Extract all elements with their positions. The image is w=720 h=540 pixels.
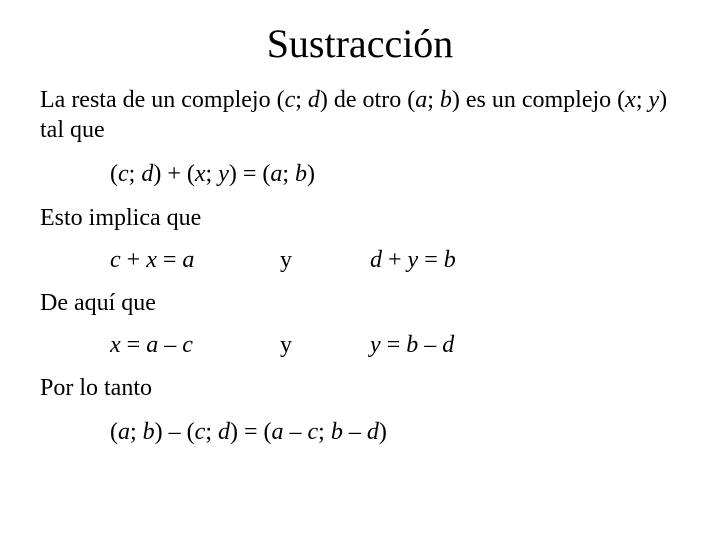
equation-row-1: c + x = a y d + y = b bbox=[40, 247, 680, 274]
eq-row1-left: c + x = a bbox=[110, 247, 280, 274]
intro-text: La resta de un complejo (c; d) de otro (… bbox=[40, 85, 680, 145]
eq-row2-connector: y bbox=[280, 332, 370, 359]
eq-row2-right: y = b – d bbox=[370, 332, 454, 359]
implies-text: Esto implica que bbox=[40, 203, 680, 233]
equation-row-2: x = a – c y y = b – d bbox=[40, 332, 680, 359]
hence-text: De aquí que bbox=[40, 288, 680, 318]
slide-title: Sustracción bbox=[40, 20, 680, 67]
equation-final: (a; b) – (c; d) = (a – c; b – d) bbox=[40, 417, 680, 447]
eq-row1-right: d + y = b bbox=[370, 247, 456, 274]
therefore-text: Por lo tanto bbox=[40, 373, 680, 403]
eq-row2-left: x = a – c bbox=[110, 332, 280, 359]
eq-row1-connector: y bbox=[280, 247, 370, 274]
slide: Sustracción La resta de un complejo (c; … bbox=[0, 0, 720, 540]
equation-setup: (c; d) + (x; y) = (a; b) bbox=[40, 159, 680, 189]
